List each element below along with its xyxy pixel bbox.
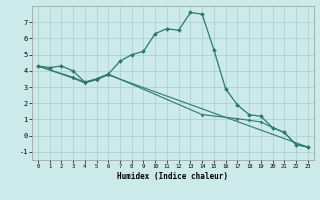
X-axis label: Humidex (Indice chaleur): Humidex (Indice chaleur) <box>117 172 228 181</box>
